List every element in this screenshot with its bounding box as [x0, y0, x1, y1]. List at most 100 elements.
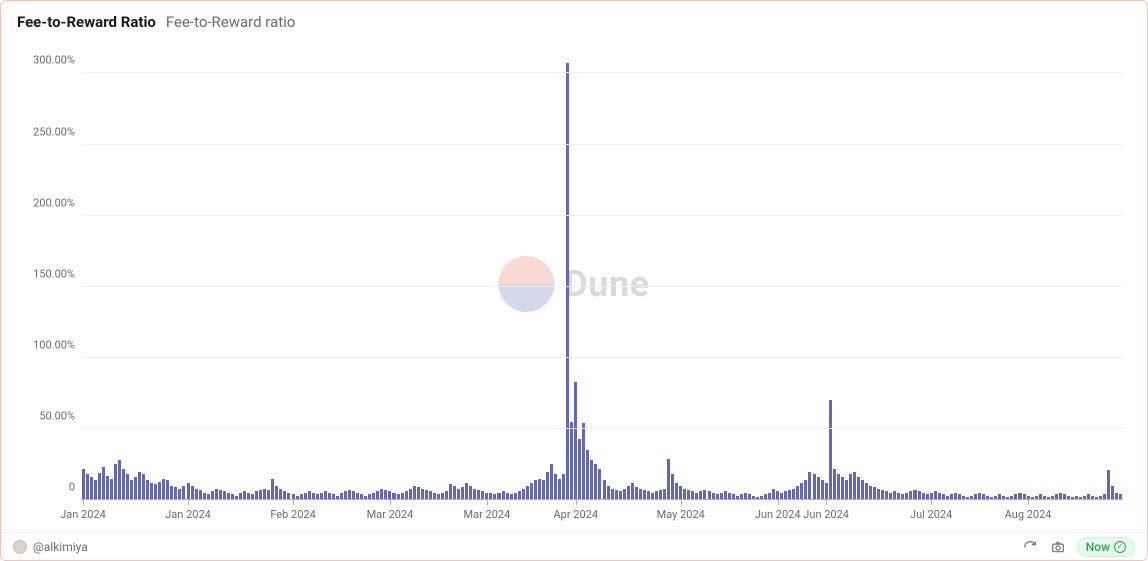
- bar[interactable]: [449, 484, 452, 500]
- bar[interactable]: [546, 472, 549, 500]
- gridline: [81, 215, 1123, 216]
- bar[interactable]: [817, 477, 820, 500]
- bar[interactable]: [554, 474, 557, 500]
- bar[interactable]: [130, 480, 133, 500]
- gridline: [81, 286, 1123, 287]
- bar[interactable]: [187, 483, 190, 500]
- bar[interactable]: [574, 382, 577, 500]
- y-axis-label: 0: [17, 481, 75, 494]
- y-axis-label: 100.00%: [17, 338, 75, 351]
- bar[interactable]: [90, 477, 93, 500]
- bar[interactable]: [562, 474, 565, 500]
- x-axis-line: [81, 499, 1123, 500]
- bar[interactable]: [453, 486, 456, 500]
- bar[interactable]: [679, 486, 682, 500]
- bar[interactable]: [166, 480, 169, 500]
- bar[interactable]: [146, 480, 149, 500]
- x-axis-label: Jun 2024: [755, 508, 801, 521]
- bar[interactable]: [607, 486, 610, 500]
- bar[interactable]: [813, 474, 816, 500]
- bar[interactable]: [534, 480, 537, 500]
- bar[interactable]: [821, 480, 824, 500]
- bar[interactable]: [550, 464, 553, 500]
- bar[interactable]: [566, 63, 569, 500]
- bar[interactable]: [118, 460, 121, 500]
- bar[interactable]: [275, 486, 278, 500]
- bar[interactable]: [126, 474, 129, 500]
- bar[interactable]: [542, 480, 545, 500]
- bar[interactable]: [667, 459, 670, 500]
- bar[interactable]: [538, 479, 541, 500]
- author-link[interactable]: @alkimiya: [13, 540, 88, 554]
- bar[interactable]: [857, 477, 860, 500]
- bar[interactable]: [154, 484, 157, 500]
- chart-title: Fee-to-Reward Ratio: [17, 13, 156, 31]
- bar[interactable]: [570, 422, 573, 500]
- bar[interactable]: [158, 482, 161, 500]
- x-axis-label: Mar 2024: [464, 508, 511, 521]
- bar[interactable]: [853, 472, 856, 500]
- bar[interactable]: [106, 476, 109, 500]
- status-pill[interactable]: Now ✓: [1077, 537, 1135, 557]
- bar[interactable]: [82, 469, 85, 500]
- bar[interactable]: [825, 483, 828, 500]
- bar[interactable]: [582, 423, 585, 500]
- bar[interactable]: [865, 483, 868, 500]
- bar[interactable]: [631, 483, 634, 500]
- bar[interactable]: [590, 460, 593, 500]
- bar[interactable]: [469, 486, 472, 500]
- bar[interactable]: [114, 464, 117, 500]
- bar[interactable]: [530, 483, 533, 500]
- bar[interactable]: [102, 467, 105, 500]
- bar[interactable]: [86, 474, 89, 500]
- bar[interactable]: [603, 480, 606, 500]
- bar[interactable]: [526, 486, 529, 500]
- bar[interactable]: [849, 474, 852, 500]
- bar[interactable]: [671, 474, 674, 500]
- bar[interactable]: [122, 469, 125, 500]
- bar[interactable]: [594, 464, 597, 500]
- bar[interactable]: [142, 474, 145, 500]
- chart-header: Fee-to-Reward Ratio Fee-to-Reward ratio: [1, 1, 1147, 35]
- camera-icon[interactable]: [1049, 538, 1067, 556]
- bar[interactable]: [191, 486, 194, 500]
- bar[interactable]: [162, 479, 165, 500]
- bar[interactable]: [1107, 470, 1110, 500]
- bar[interactable]: [675, 483, 678, 500]
- bar[interactable]: [627, 486, 630, 500]
- bar[interactable]: [134, 477, 137, 500]
- y-axis-label: 250.00%: [17, 125, 75, 138]
- bar[interactable]: [182, 486, 185, 500]
- refresh-icon[interactable]: [1021, 538, 1039, 556]
- bar[interactable]: [578, 439, 581, 500]
- bar[interactable]: [837, 474, 840, 500]
- bar[interactable]: [1111, 486, 1114, 500]
- bar[interactable]: [138, 472, 141, 500]
- bar[interactable]: [170, 486, 173, 500]
- card-footer: @alkimiya Now ✓: [1, 532, 1147, 560]
- bar[interactable]: [271, 479, 274, 500]
- plot-region[interactable]: [81, 45, 1123, 500]
- bar[interactable]: [598, 469, 601, 500]
- bar[interactable]: [845, 480, 848, 500]
- bar[interactable]: [465, 483, 468, 500]
- bar[interactable]: [804, 480, 807, 500]
- bar[interactable]: [861, 480, 864, 500]
- bar[interactable]: [808, 472, 811, 500]
- bar[interactable]: [150, 483, 153, 500]
- bar[interactable]: [833, 469, 836, 500]
- bar[interactable]: [586, 450, 589, 500]
- bar[interactable]: [796, 486, 799, 500]
- y-axis-label: 50.00%: [17, 409, 75, 422]
- bar[interactable]: [829, 400, 832, 500]
- x-axis-label: Jan 2024: [60, 508, 106, 521]
- bar[interactable]: [558, 479, 561, 500]
- bar[interactable]: [800, 483, 803, 500]
- bar[interactable]: [841, 477, 844, 500]
- bar[interactable]: [869, 486, 872, 500]
- bar[interactable]: [94, 480, 97, 500]
- gridline: [81, 428, 1123, 429]
- bar[interactable]: [413, 486, 416, 500]
- bar[interactable]: [98, 473, 101, 500]
- bar[interactable]: [110, 479, 113, 500]
